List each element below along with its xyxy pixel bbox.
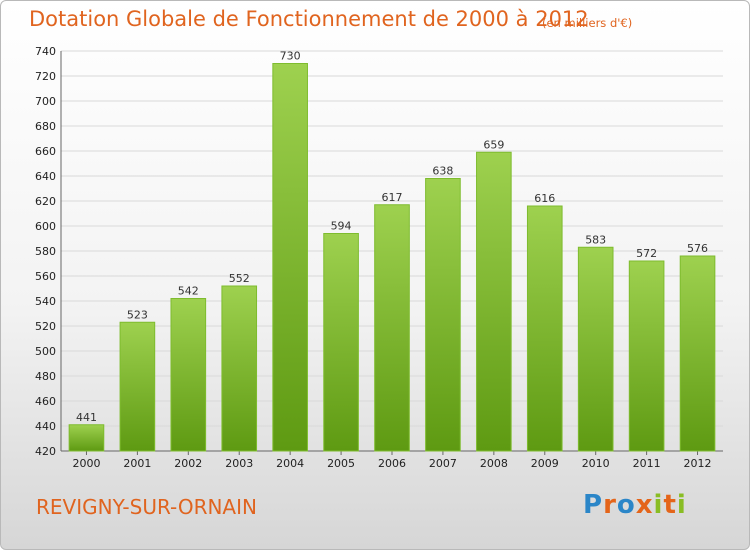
logo-letter: r <box>603 490 617 520</box>
bar-2008 <box>476 151 512 452</box>
data-label: 659 <box>483 138 504 151</box>
data-label: 552 <box>229 272 250 285</box>
y-tick-label: 680 <box>35 120 56 133</box>
logo-letter: x <box>635 490 654 520</box>
y-tick-label: 500 <box>35 345 56 358</box>
x-tick-label: 2008 <box>480 457 508 470</box>
y-tick-label: 520 <box>35 320 56 333</box>
bar-2002 <box>170 298 207 452</box>
bars <box>68 63 716 452</box>
logo-letter: P <box>583 490 604 520</box>
bar-2006 <box>374 204 410 452</box>
x-tick-label: 2002 <box>174 457 202 470</box>
x-tick-label: 2007 <box>429 457 457 470</box>
bar-2011 <box>628 260 665 452</box>
x-tick-label: 2010 <box>582 457 610 470</box>
proxiti-logo[interactable]: Proxiti <box>583 490 687 520</box>
x-tick-label: 2000 <box>72 457 100 470</box>
bar-2005 <box>323 233 359 452</box>
data-labels: 441 523 542 552 730 594 617 638 659 616 583 572 576 <box>76 50 708 424</box>
y-tick-label: 480 <box>35 370 56 383</box>
y-tick-label: 460 <box>35 395 56 408</box>
y-tick-label: 540 <box>35 295 56 308</box>
bar-2010 <box>577 246 614 452</box>
logo-letter: t <box>663 490 677 520</box>
chart-subtitle: (en milliers d'€) <box>542 16 633 30</box>
bar-2007 <box>425 178 461 452</box>
data-label: 572 <box>636 247 657 260</box>
axes: 420 440 460 480 500 520 540 560 580 600 620 640 660 6… <box>35 45 723 470</box>
x-tick-label: 2003 <box>225 457 253 470</box>
x-tick-label: 2005 <box>327 457 355 470</box>
x-tick-label: 2012 <box>684 457 712 470</box>
data-label: 638 <box>432 165 453 178</box>
bar-2009 <box>526 205 563 452</box>
y-tick-label: 740 <box>35 45 56 58</box>
data-label: 616 <box>534 192 555 205</box>
y-tick-label: 620 <box>35 195 56 208</box>
y-tick-label: 660 <box>35 145 56 158</box>
data-label: 576 <box>687 242 708 255</box>
data-label: 594 <box>331 220 352 233</box>
y-tick-label: 600 <box>35 220 56 233</box>
x-tick-label: 2011 <box>633 457 661 470</box>
bar-2000 <box>68 424 105 452</box>
y-tick-label: 700 <box>35 95 56 108</box>
logo-letter: i <box>676 490 687 520</box>
x-tick-label: 2006 <box>378 457 406 470</box>
x-tick-label: 2001 <box>123 457 151 470</box>
y-tick-label: 640 <box>35 170 56 183</box>
data-label: 441 <box>76 411 97 424</box>
bar-2004 <box>272 63 308 452</box>
y-tick-label: 560 <box>35 270 56 283</box>
bar-2001 <box>119 321 156 452</box>
data-label: 583 <box>585 233 606 246</box>
bar-2012 <box>679 255 716 452</box>
chart-title: Dotation Globale de Fonctionnement de 20… <box>29 7 589 31</box>
x-tick-label: 2004 <box>276 457 304 470</box>
logo-letter: i <box>653 490 664 520</box>
data-label: 617 <box>382 191 403 204</box>
logo-letter: o <box>616 490 636 520</box>
data-label: 523 <box>127 308 148 321</box>
x-tick-label: 2009 <box>531 457 559 470</box>
commune-name: REVIGNY-SUR-ORNAIN <box>36 495 257 519</box>
data-label: 730 <box>280 50 301 63</box>
data-label: 542 <box>178 285 199 298</box>
y-tick-label: 580 <box>35 245 56 258</box>
bar-2003 <box>221 285 258 452</box>
y-tick-label: 720 <box>35 70 56 83</box>
y-tick-label: 420 <box>35 445 56 458</box>
y-tick-label: 440 <box>35 420 56 433</box>
